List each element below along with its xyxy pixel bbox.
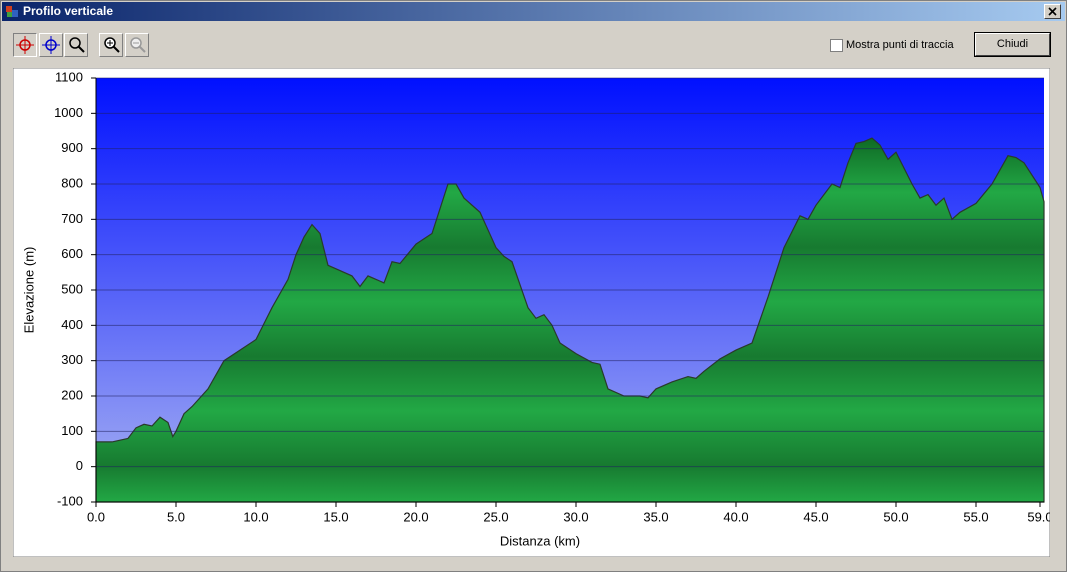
x-tick-label: 50.0 [883,509,908,524]
close-x[interactable] [1044,4,1061,19]
tool-cursor-blue[interactable] [39,33,63,57]
tool-zoom-select[interactable] [64,33,88,57]
tool-zoom-in[interactable] [99,33,123,57]
x-tick-label: 45.0 [803,509,828,524]
x-tick-label: 20.0 [403,509,428,524]
x-tick-label: 59.0 [1027,509,1050,524]
y-tick-label: 0 [76,458,83,473]
tool-cursor-red[interactable] [13,33,37,57]
x-tick-label: 0.0 [87,509,105,524]
y-tick-label: 900 [61,140,83,155]
y-tick-label: 800 [61,175,83,190]
y-tick-label: 600 [61,246,83,261]
y-axis-label: Elevazione (m) [21,247,36,334]
y-tick-label: 500 [61,281,83,296]
checkbox-label[interactable]: Mostra punti di traccia [846,39,954,51]
x-tick-label: 55.0 [963,509,988,524]
x-tick-label: 15.0 [323,509,348,524]
x-tick-label: 40.0 [723,509,748,524]
tool-zoom-out[interactable] [125,33,149,57]
x-tick-label: 30.0 [563,509,588,524]
y-tick-label: 200 [61,387,83,402]
chart: -100 0 100 200 300 400 500 600 700 800 900 1000 1100… [13,68,1050,557]
title-bar: Profilo verticale [2,2,1065,21]
y-tick-label: 300 [61,352,83,367]
x-tick-label: 25.0 [483,509,508,524]
app-icon [6,6,18,17]
y-tick-label: -100 [57,493,83,508]
elevation-area [95,137,1045,503]
y-tick-label: 700 [61,211,83,226]
window-title: Profilo verticale [23,4,114,18]
checkbox[interactable] [830,39,843,52]
y-tick-label: 100 [61,423,83,438]
x-tick-label: 10.0 [243,509,268,524]
y-tick-label: 1100 [55,69,83,84]
close-button[interactable]: Chiudi [974,32,1051,57]
y-tick-label: 1000 [54,105,83,120]
x-tick-label: 35.0 [643,509,668,524]
x-axis-label: Distanza (km) [500,533,580,548]
x-tick-label: 5.0 [167,509,185,524]
y-tick-label: 400 [61,317,83,332]
